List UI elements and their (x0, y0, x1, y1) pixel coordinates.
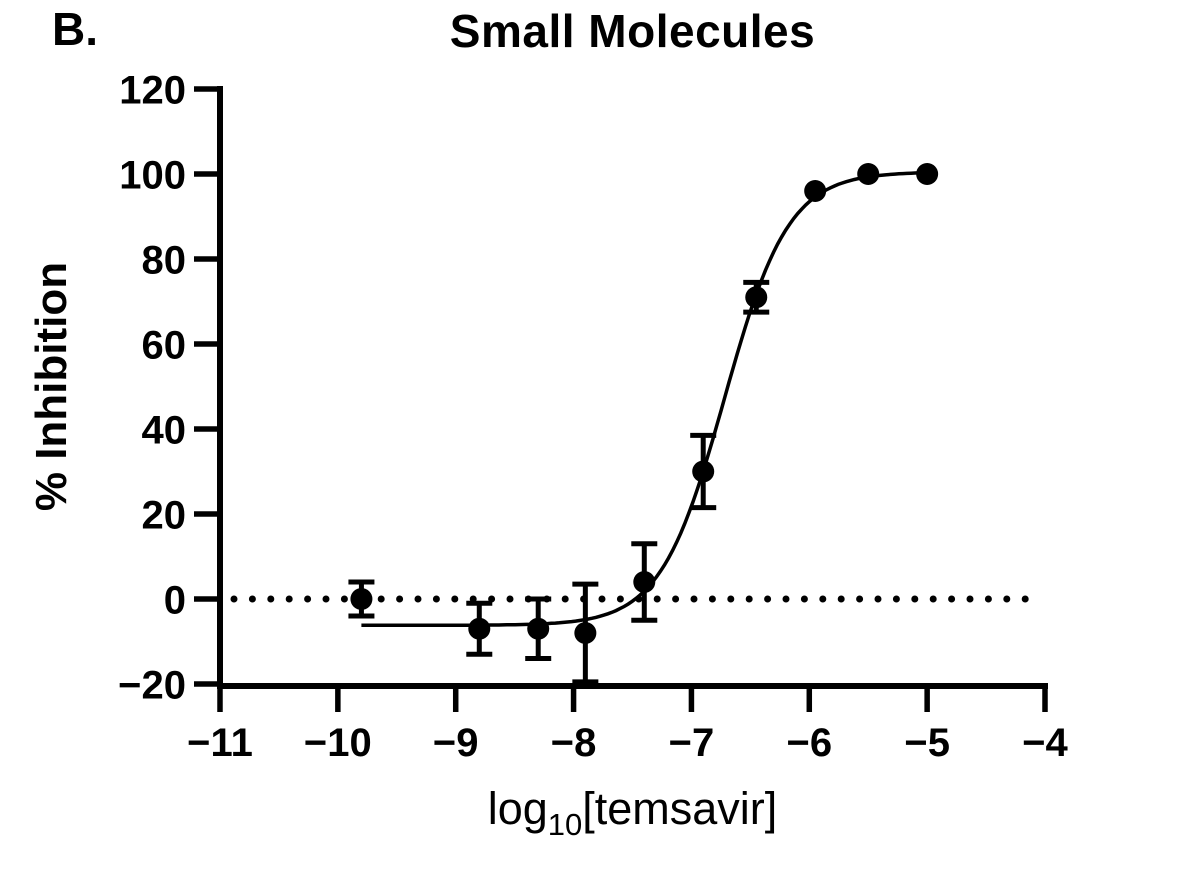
data-point-marker (350, 588, 373, 610)
y-tick-label: −20 (118, 663, 186, 707)
data-point-marker (804, 180, 827, 202)
x-tick-label: −5 (904, 721, 950, 765)
chart-title: Small Molecules (449, 5, 816, 57)
data-point-marker (574, 622, 597, 644)
data-point-marker (468, 617, 491, 640)
x-tick-label: −8 (551, 721, 597, 765)
data-point-marker (916, 163, 939, 185)
x-tick-label: −9 (433, 721, 479, 765)
y-tick-label: 40 (142, 408, 187, 452)
y-tick-label: 120 (119, 68, 186, 112)
x-tick-label: −11 (187, 721, 253, 765)
y-tick-label: 20 (142, 493, 187, 537)
y-tick-label: 60 (142, 323, 187, 367)
x-tick-label: −10 (304, 721, 372, 765)
data-point-marker (633, 571, 656, 593)
y-axis-title: % Inhibition (27, 262, 76, 511)
x-tick-label: −4 (1022, 721, 1068, 765)
y-tick-label: 0 (164, 578, 186, 622)
data-point-marker (745, 286, 768, 309)
x-tick-label: −7 (669, 721, 715, 765)
data-point-marker (857, 163, 880, 185)
x-axis-title: log10[temsavir] (488, 783, 778, 842)
panel-label: B. (52, 3, 98, 55)
y-tick-label: 80 (142, 238, 187, 282)
x-tick-label: −6 (786, 721, 832, 765)
data-point-marker (692, 460, 715, 483)
data-point-marker (527, 617, 550, 640)
y-tick-label: 100 (119, 153, 186, 197)
